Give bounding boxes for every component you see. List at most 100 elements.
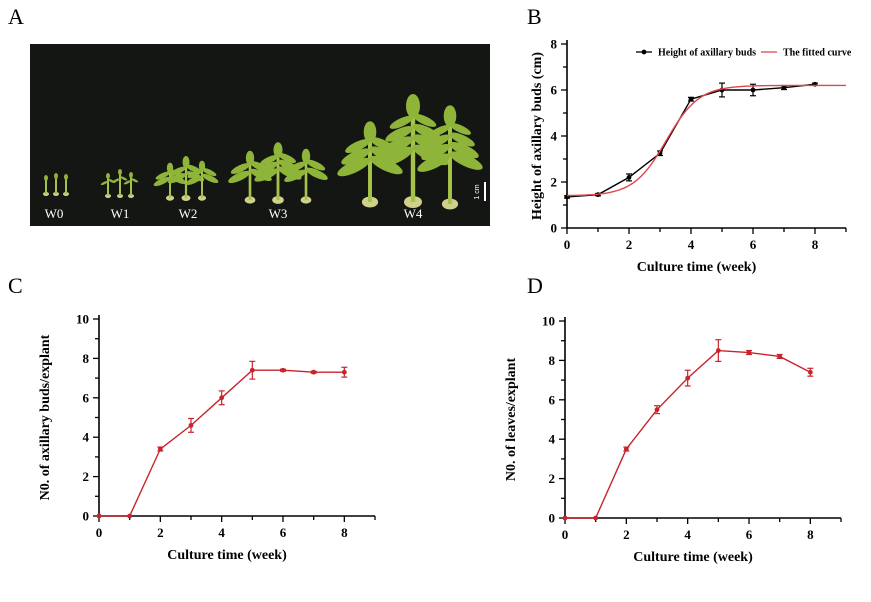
plant-shoots	[43, 94, 483, 210]
plant-apex	[363, 121, 377, 143]
week-label-w4: W4	[404, 206, 423, 221]
x-axis-title: Culture time (week)	[633, 550, 753, 565]
plant-apex	[245, 150, 255, 166]
y-tick-label: 10	[542, 314, 555, 329]
y-tick-label: 6	[551, 83, 558, 98]
y-tick-label: 8	[551, 37, 558, 52]
plant-leaf	[260, 154, 279, 166]
x-tick-label: 0	[564, 237, 571, 252]
data-point	[626, 175, 632, 180]
plant-leaf	[170, 166, 187, 176]
plant-leaf	[230, 163, 251, 174]
x-tick-label: 0	[562, 527, 569, 542]
plant-leaf	[187, 169, 203, 179]
x-tick-label: 6	[750, 237, 757, 252]
scale-bar-label: 1 cm	[474, 184, 481, 199]
plant-apex	[44, 175, 48, 181]
legend-swatch-marker	[641, 49, 647, 55]
x-tick-label: 8	[341, 525, 348, 540]
plant-leaf	[385, 126, 414, 142]
data-point	[781, 85, 787, 91]
data-point	[654, 407, 660, 413]
plant-leaf	[449, 123, 471, 135]
plant-leaf	[389, 115, 414, 129]
y-tick-label: 10	[76, 312, 89, 327]
plant-growth-photo: W0 W1 W2 W3 W4 1 cm	[30, 44, 490, 226]
data-point	[593, 515, 599, 521]
plant-apex	[443, 105, 457, 127]
plant-leaf	[305, 159, 326, 171]
plant-leaf	[429, 125, 451, 137]
x-tick-label: 4	[684, 527, 691, 542]
y-tick-label: 8	[549, 353, 556, 368]
data-point	[562, 515, 568, 521]
y-axis-title: Height of axillary buds (cm)	[530, 52, 545, 220]
plant-apex	[118, 169, 122, 175]
plant-leaf	[228, 170, 251, 184]
data-point	[280, 367, 286, 373]
x-tick-label: 6	[280, 525, 287, 540]
plant-apex	[273, 142, 283, 158]
y-axis-title: N0. of leaves/explant	[504, 358, 519, 482]
data-point	[341, 369, 347, 375]
y-tick-label: 0	[551, 221, 558, 236]
data-point	[688, 96, 694, 102]
plant-leaf	[421, 143, 451, 161]
panel-label-b: B	[527, 4, 542, 29]
data-point	[157, 446, 163, 452]
chart-d-leaves-per-explant: 0 2 4 6 8 0 2 4 6 8 10 Culture time (week) N0. of le…	[504, 314, 842, 565]
y-tick-label: 6	[549, 392, 556, 407]
plant-apex	[406, 94, 420, 118]
plant-leaf	[119, 176, 128, 181]
plant-leaf	[130, 178, 139, 183]
week-label-w2: W2	[179, 206, 198, 221]
x-axis-title: Culture time (week)	[167, 548, 287, 563]
y-axis-title: N0. of axillary buds/explant	[38, 334, 53, 500]
x-tick-label: 8	[812, 237, 819, 252]
week-label-w1: W1	[111, 206, 130, 221]
chart-b-height-of-axillary-buds: 0 2 4 6 8 0 2 4 6 8 Culture time (week) Height of a…	[530, 37, 852, 276]
plant-leaf	[305, 167, 328, 180]
plant-apex	[64, 174, 68, 180]
plant-leaf	[277, 152, 296, 164]
y-tick-label: 4	[83, 430, 90, 445]
week-label-w3: W3	[269, 206, 288, 221]
plant-leaf	[185, 175, 203, 186]
data-point	[685, 375, 691, 381]
plant-leaf	[412, 113, 437, 127]
plant-leaf	[417, 153, 451, 172]
y-tick-label: 0	[83, 509, 90, 524]
x-tick-label: 6	[746, 527, 753, 542]
data-point	[311, 369, 317, 375]
plant-illustration: W0 W1 W2 W3 W4 1 cm	[43, 94, 486, 221]
plant-apex	[54, 173, 58, 179]
legend-label: Height of axillary buds	[658, 48, 756, 59]
panel-label-c: C	[8, 273, 23, 298]
legend-label: The fitted curve	[783, 48, 852, 59]
y-tick-label: 8	[83, 351, 90, 366]
data-point	[715, 348, 721, 353]
plant-leaf	[167, 173, 187, 184]
panel-label-d: D	[527, 273, 543, 298]
data-point	[746, 350, 752, 355]
series-line-fitted-curve	[566, 84, 846, 197]
plant-leaf	[201, 167, 217, 177]
data-point	[623, 446, 629, 452]
plant-leaf	[341, 148, 371, 165]
plant-leaf	[254, 168, 279, 182]
y-tick-label: 4	[549, 432, 556, 447]
y-tick-label: 2	[83, 469, 90, 484]
data-point	[127, 513, 133, 519]
plant-leaf	[449, 141, 479, 159]
x-axis-title: Culture time (week)	[637, 260, 757, 275]
plant-leaf	[100, 180, 109, 186]
chart-c-axillary-buds-per-explant: 0 2 4 6 8 0 2 4 6 8 10 Culture time (week) N0. of ax…	[38, 312, 376, 563]
data-point	[807, 369, 813, 375]
data-point	[777, 354, 783, 359]
data-point	[96, 513, 102, 519]
plant-leaf	[449, 151, 483, 170]
data-point	[188, 422, 194, 428]
x-tick-label: 2	[623, 527, 630, 542]
x-tick-label: 4	[688, 237, 695, 252]
plant-leaf	[425, 134, 451, 149]
